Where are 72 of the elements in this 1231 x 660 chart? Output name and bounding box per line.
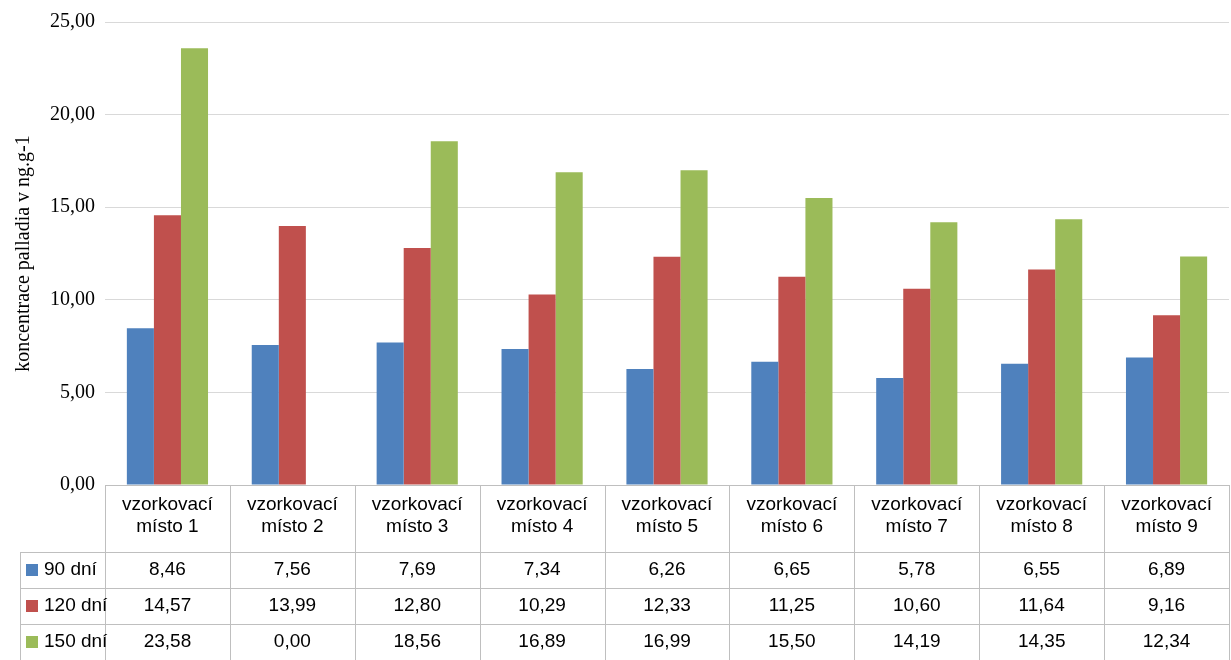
y-tick-label: 15,00 xyxy=(50,194,95,217)
data-label: 0,00 xyxy=(273,630,311,652)
legend-label: 90 dní xyxy=(44,558,98,580)
data-label: 8,46 xyxy=(148,558,186,580)
x-tick-label: vzorkovací místo 7 xyxy=(871,492,963,537)
bar xyxy=(626,369,654,485)
data-label: 18,56 xyxy=(393,630,441,652)
bar xyxy=(1125,357,1154,485)
bar xyxy=(1180,256,1208,485)
bar xyxy=(555,172,583,485)
bar xyxy=(876,377,904,485)
x-tick-label: vzorkovací místo 2 xyxy=(246,492,339,537)
legend-label: 150 dní xyxy=(44,630,109,652)
bar xyxy=(805,197,833,485)
data-label: 12,34 xyxy=(1142,630,1191,652)
y-tick-label: 0,00 xyxy=(60,472,95,495)
bar xyxy=(376,342,404,485)
bar xyxy=(153,215,181,485)
data-label: 11,25 xyxy=(768,594,815,616)
data-label: 14,19 xyxy=(893,630,941,652)
bar xyxy=(903,288,931,485)
data-label: 11,64 xyxy=(1018,594,1066,616)
bar xyxy=(278,225,306,485)
x-tick-label: vzorkovací místo 4 xyxy=(496,492,589,537)
x-tick-label: vzorkovací místo 3 xyxy=(371,492,464,537)
data-label: 16,89 xyxy=(518,630,566,652)
data-label: 23,58 xyxy=(143,630,192,652)
data-label: 6,26 xyxy=(648,558,686,580)
x-tick-label: vzorkovací místo 6 xyxy=(746,492,839,537)
data-label: 13,99 xyxy=(268,594,317,616)
data-label: 7,34 xyxy=(523,558,562,580)
data-label: 7,56 xyxy=(273,558,311,580)
x-tick-label: vzorkovací místo 5 xyxy=(621,492,714,537)
bar xyxy=(778,276,806,485)
data-label: 12,80 xyxy=(393,594,441,616)
bar xyxy=(180,48,209,485)
data-label: 10,29 xyxy=(518,594,566,616)
x-tick-label: vzorkovací místo 9 xyxy=(1121,492,1213,537)
bar xyxy=(1153,315,1181,485)
bar xyxy=(1055,219,1083,485)
bar xyxy=(501,349,529,485)
bar xyxy=(1001,363,1029,485)
y-tick-label: 5,00 xyxy=(60,379,95,402)
x-tick-label: vzorkovací místo 8 xyxy=(996,492,1088,537)
data-label: 6,65 xyxy=(773,558,811,580)
bar xyxy=(653,256,681,485)
data-label: 10,60 xyxy=(893,594,941,616)
y-tick-label: 25,00 xyxy=(50,9,95,32)
bar xyxy=(528,294,556,485)
y-axis-title: koncentrace palladia v ng.g-1 xyxy=(11,135,35,372)
bar xyxy=(403,247,431,485)
x-tick-label: vzorkovací místo 1 xyxy=(122,492,214,537)
data-label: 15,50 xyxy=(768,630,816,652)
data-label: 9,16 xyxy=(1148,594,1186,616)
data-label: 7,69 xyxy=(398,558,436,580)
bar xyxy=(751,361,779,485)
bar xyxy=(680,170,708,485)
data-label: 14,35 xyxy=(1017,630,1066,652)
bar xyxy=(430,141,458,485)
bar xyxy=(251,344,279,485)
data-label: 5,78 xyxy=(898,558,936,580)
data-label: 16,99 xyxy=(643,630,691,652)
data-label: 14,57 xyxy=(143,594,192,616)
bar xyxy=(126,328,154,485)
legend-label: 120 dní xyxy=(44,594,109,616)
y-tick-label: 20,00 xyxy=(50,101,95,124)
data-label: 6,55 xyxy=(1023,558,1061,580)
data-label: 6,89 xyxy=(1148,558,1186,580)
y-tick-label: 10,00 xyxy=(50,287,95,310)
bar xyxy=(930,222,958,485)
bar xyxy=(1028,269,1056,485)
data-label: 12,33 xyxy=(643,594,691,616)
